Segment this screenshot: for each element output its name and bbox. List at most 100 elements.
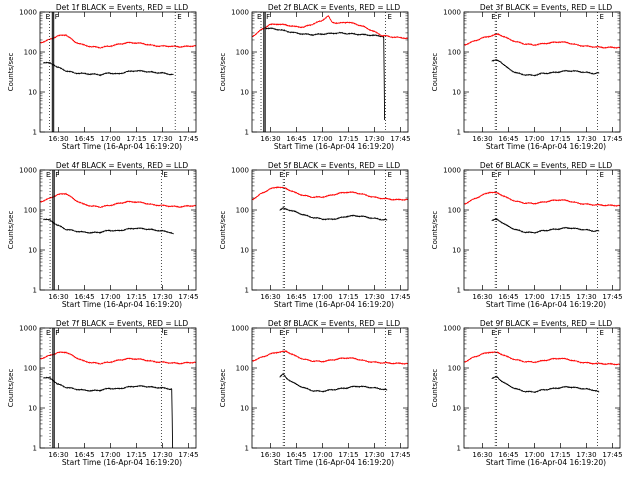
marker-label-e: E: [279, 329, 283, 337]
x-tick-label: 17:15: [126, 451, 146, 459]
x-tick-label: 17:30: [364, 293, 384, 301]
x-tick-label: 16:30: [260, 135, 280, 143]
marker-label-e: E: [491, 171, 495, 179]
x-tick-label: 16:45: [286, 293, 306, 301]
x-tick-label: 17:15: [126, 293, 146, 301]
marker-label-e: E: [46, 329, 50, 337]
events-series-line: [43, 376, 174, 448]
x-axis-label: Start Time (16-Apr-04 16:19:20): [486, 300, 606, 309]
y-axis-label: Counts/sec: [7, 211, 15, 250]
x-tick-label: 17:45: [390, 293, 410, 301]
y-tick-label: 1: [245, 129, 249, 137]
x-tick-label: 17:45: [602, 293, 622, 301]
y-axis-label: Counts/sec: [219, 211, 227, 250]
plot-frame: [251, 169, 409, 291]
y-tick-label: 100: [24, 365, 37, 373]
x-tick-label: 17:00: [100, 135, 120, 143]
lld-series-line: [464, 191, 620, 207]
x-tick-label: 16:30: [472, 293, 492, 301]
x-tick-label: 17:45: [602, 451, 622, 459]
y-tick-label: 1000: [19, 9, 37, 17]
x-tick-label: 16:30: [48, 293, 68, 301]
marker-label-e-end: E: [599, 171, 603, 179]
marker-label-e: E: [491, 329, 495, 337]
chart-title: Det 6f BLACK = Events, RED = LLD: [480, 161, 613, 170]
x-tick-label: 17:30: [576, 135, 596, 143]
y-tick-label: 100: [448, 49, 461, 57]
chart-title: Det 8f BLACK = Events, RED = LLD: [268, 319, 401, 328]
y-tick-label: 100: [236, 365, 249, 373]
events-series-line: [491, 375, 600, 393]
y-tick-label: 10: [28, 247, 37, 255]
x-tick-label: 17:30: [576, 451, 596, 459]
x-tick-label: 17:30: [152, 451, 172, 459]
y-tick-label: 10: [28, 89, 37, 97]
chart-title: Det 5f BLACK = Events, RED = LLD: [268, 161, 401, 170]
y-tick-label: 1: [33, 445, 37, 453]
plot-frame: [39, 169, 197, 291]
x-tick-label: 17:00: [100, 451, 120, 459]
y-tick-label: 10: [240, 89, 249, 97]
x-tick-label: 17:00: [524, 135, 544, 143]
x-tick-label: 17:30: [364, 451, 384, 459]
series-group: [464, 32, 620, 77]
y-tick-label: 10: [452, 405, 461, 413]
y-tick-label: 1: [245, 445, 249, 453]
chart-title: Det 3f BLACK = Events, RED = LLD: [480, 3, 613, 12]
x-tick-label: 16:30: [48, 451, 68, 459]
x-axis-label: Start Time (16-Apr-04 16:19:20): [486, 142, 606, 151]
x-tick-label: 17:15: [338, 293, 358, 301]
x-tick-label: 16:45: [74, 135, 94, 143]
series-group: [464, 351, 620, 393]
events-series-line: [279, 372, 388, 393]
x-tick-label: 17:30: [364, 135, 384, 143]
marker-label-f: F: [55, 329, 59, 337]
x-axis-label: Start Time (16-Apr-04 16:19:20): [62, 142, 182, 151]
x-tick-label: 16:45: [286, 451, 306, 459]
events-series-line: [279, 206, 388, 221]
chart-title: Det 9f BLACK = Events, RED = LLD: [480, 319, 613, 328]
y-tick-label: 1000: [443, 167, 461, 175]
y-tick-label: 10: [28, 405, 37, 413]
y-tick-label: 10: [452, 89, 461, 97]
chart-title: Det 1f BLACK = Events, RED = LLD: [56, 3, 189, 12]
marker-label-e: E: [46, 171, 50, 179]
x-tick-label: 17:45: [178, 293, 198, 301]
x-axis-label: Start Time (16-Apr-04 16:19:20): [274, 142, 394, 151]
x-tick-label: 17:15: [550, 293, 570, 301]
marker-label-f: F: [498, 171, 502, 179]
x-tick-label: 16:45: [498, 293, 518, 301]
lld-series-line: [252, 14, 408, 40]
marker-label-e-end: E: [163, 171, 167, 179]
chart-title: Det 4f BLACK = Events, RED = LLD: [56, 161, 189, 170]
x-tick-label: 17:00: [312, 135, 332, 143]
plot-frame: [463, 327, 621, 449]
marker-label-e-end: E: [163, 329, 167, 337]
x-tick-label: 17:45: [390, 135, 410, 143]
x-tick-label: 17:45: [390, 451, 410, 459]
plot-frame: [463, 11, 621, 133]
lld-series-line: [40, 33, 196, 49]
y-tick-label: 1000: [231, 9, 249, 17]
events-series-line: [43, 218, 174, 235]
y-tick-label: 1: [33, 129, 37, 137]
y-tick-label: 1: [457, 129, 461, 137]
x-tick-label: 17:00: [524, 451, 544, 459]
y-axis-label: Counts/sec: [431, 211, 439, 250]
x-tick-label: 17:30: [576, 293, 596, 301]
x-tick-label: 17:15: [550, 451, 570, 459]
x-tick-label: 17:15: [338, 451, 358, 459]
marker-label-e-end: E: [177, 13, 181, 21]
plot-frame: [251, 11, 409, 133]
y-axis-label: Counts/sec: [7, 53, 15, 92]
chart-title: Det 2f BLACK = Events, RED = LLD: [268, 3, 401, 12]
x-tick-label: 16:45: [74, 293, 94, 301]
x-tick-label: 17:30: [152, 293, 172, 301]
